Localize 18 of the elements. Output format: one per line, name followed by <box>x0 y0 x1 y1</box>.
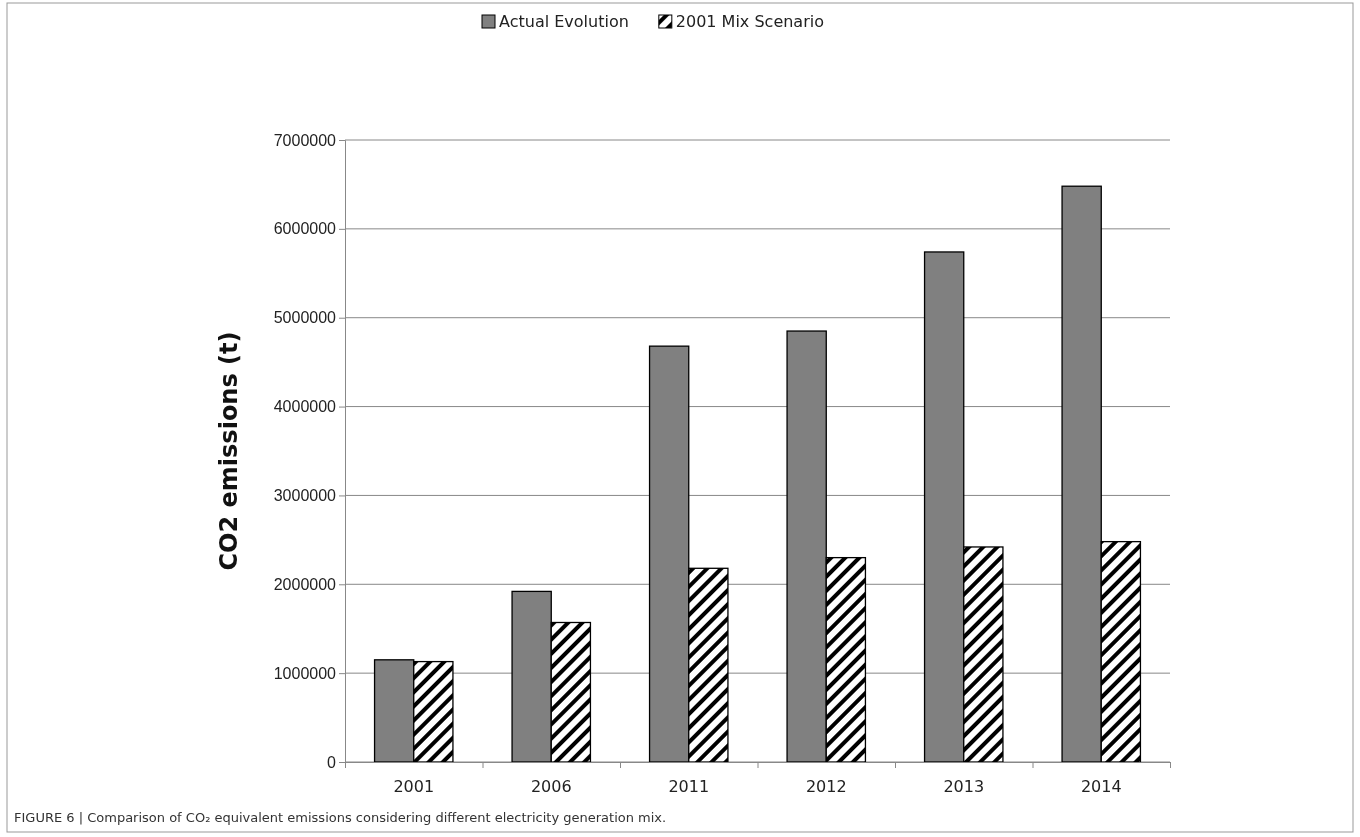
legend-label: Actual Evolution <box>499 12 629 31</box>
x-tick-label: 2006 <box>530 777 572 796</box>
x-tick-label: 2012 <box>805 777 847 796</box>
y-tick-label: 3000000 <box>273 487 337 505</box>
y-tick-label: 6000000 <box>273 220 337 238</box>
caption: FIGURE 6 | Comparison of CO₂ equivalent emissions considering different electricity generation mix. <box>14 810 667 825</box>
y-tick-label: 0 <box>327 753 337 771</box>
y-tick-label: 5000000 <box>273 309 337 327</box>
y-tick-label: 4000000 <box>273 398 337 416</box>
x-tick-label: 2011 <box>668 777 710 796</box>
y-tick-label: 1000000 <box>273 664 337 682</box>
y-tick-label: 7000000 <box>273 131 337 149</box>
legend-label: 2001 Mix Scenario <box>675 12 824 31</box>
y-tick-label: 2000000 <box>273 575 337 593</box>
x-tick-label: 2001 <box>393 777 435 796</box>
x-tick-label: 2013 <box>943 777 985 796</box>
x-tick-label: 2014 <box>1080 777 1122 796</box>
y-axis-title: CO2 emissions (t) <box>215 331 243 571</box>
